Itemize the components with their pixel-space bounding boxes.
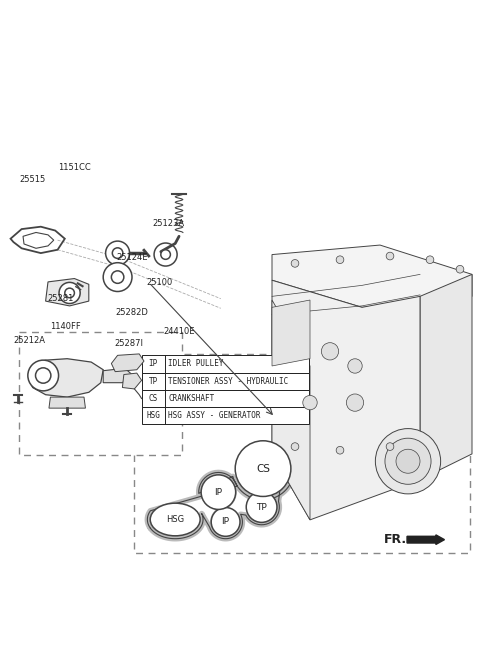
Text: IP: IP: [215, 487, 222, 496]
Circle shape: [211, 508, 240, 536]
Text: 25123A: 25123A: [153, 219, 185, 229]
Text: 25100: 25100: [146, 278, 173, 287]
Circle shape: [336, 447, 344, 454]
Text: CS: CS: [256, 464, 270, 474]
Bar: [142, 390, 309, 407]
Circle shape: [396, 449, 420, 474]
Circle shape: [348, 359, 362, 373]
Bar: [142, 373, 309, 390]
Circle shape: [385, 438, 431, 484]
Polygon shape: [420, 274, 472, 479]
Bar: [134, 354, 470, 553]
Polygon shape: [49, 397, 85, 408]
Circle shape: [103, 263, 132, 291]
Circle shape: [28, 360, 59, 391]
Text: 25281: 25281: [47, 294, 73, 303]
Circle shape: [36, 368, 51, 383]
Text: 1140FF: 1140FF: [50, 322, 81, 331]
Polygon shape: [272, 300, 310, 520]
Text: IDLER PULLEY: IDLER PULLEY: [168, 360, 224, 369]
Text: TENSIONER ASSY - HYDRAULIC: TENSIONER ASSY - HYDRAULIC: [168, 377, 289, 386]
Circle shape: [291, 443, 299, 451]
Text: IP: IP: [222, 517, 229, 527]
Polygon shape: [122, 373, 142, 389]
Text: HSG ASSY - GENERATOR: HSG ASSY - GENERATOR: [168, 411, 261, 421]
Circle shape: [154, 243, 177, 266]
Text: 25515: 25515: [19, 175, 46, 184]
Text: 1151CC: 1151CC: [58, 163, 90, 172]
Polygon shape: [23, 233, 54, 248]
Circle shape: [111, 271, 124, 284]
FancyArrow shape: [407, 535, 444, 544]
Polygon shape: [111, 354, 144, 371]
Circle shape: [347, 394, 364, 411]
Text: IP: IP: [148, 360, 158, 369]
Bar: [142, 407, 309, 424]
Text: 25287I: 25287I: [114, 339, 143, 348]
Circle shape: [246, 492, 277, 523]
Bar: [142, 356, 309, 373]
Circle shape: [112, 248, 123, 258]
Text: HSG: HSG: [146, 411, 160, 421]
Circle shape: [386, 252, 394, 260]
Circle shape: [106, 241, 130, 265]
Circle shape: [336, 256, 344, 263]
Circle shape: [322, 343, 339, 360]
Text: 25282D: 25282D: [115, 308, 148, 316]
Circle shape: [59, 282, 80, 303]
Text: 24410E: 24410E: [163, 327, 195, 336]
Text: TP: TP: [256, 502, 267, 512]
Polygon shape: [29, 359, 103, 397]
Circle shape: [456, 265, 464, 273]
Bar: [19, 332, 182, 455]
Text: CRANKSHAFT: CRANKSHAFT: [168, 394, 215, 403]
Ellipse shape: [150, 503, 200, 536]
Circle shape: [426, 256, 434, 263]
Text: HSG: HSG: [166, 515, 184, 524]
Circle shape: [375, 428, 441, 494]
Polygon shape: [103, 368, 132, 383]
Polygon shape: [272, 245, 472, 307]
Text: TP: TP: [148, 377, 158, 386]
Circle shape: [201, 475, 236, 510]
Circle shape: [291, 259, 299, 267]
Text: 25212A: 25212A: [13, 337, 46, 345]
Text: FR.: FR.: [384, 533, 407, 546]
Polygon shape: [272, 300, 310, 366]
Circle shape: [161, 250, 170, 259]
Circle shape: [235, 441, 291, 496]
Text: 25124E: 25124E: [117, 253, 148, 263]
Text: CS: CS: [148, 394, 158, 403]
Circle shape: [303, 396, 317, 410]
Polygon shape: [46, 278, 89, 306]
Circle shape: [65, 288, 74, 298]
Circle shape: [386, 443, 394, 451]
Polygon shape: [272, 280, 420, 520]
